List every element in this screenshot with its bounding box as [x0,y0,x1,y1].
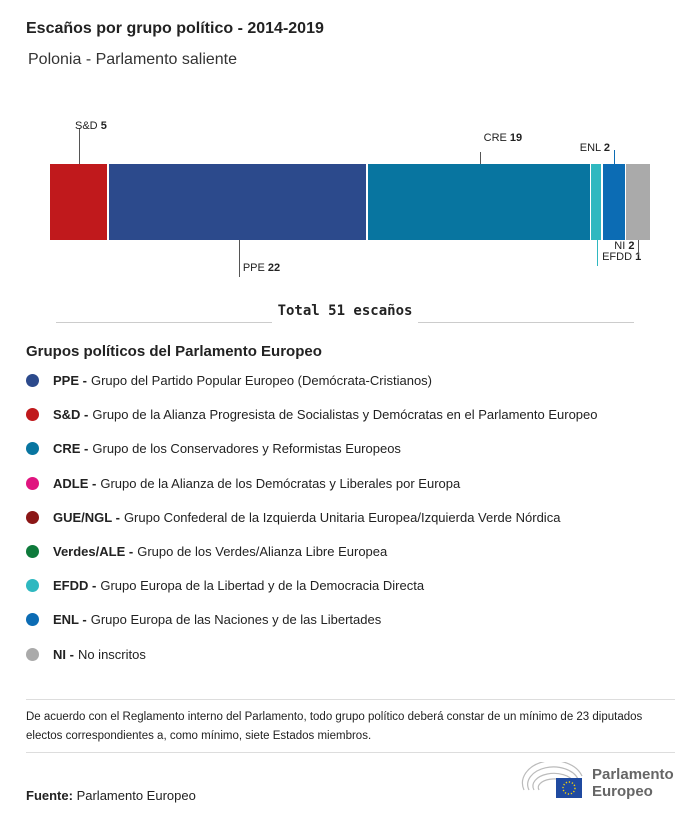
legend-item: ENL - Grupo Europa de las Naciones y de l… [26,612,381,627]
legend-dot-icon [26,408,39,422]
chart-title: Escaños por grupo político - 2014-2019 [26,20,324,37]
bar-segment-cre [367,164,590,240]
data-label: PPE 22 [242,262,281,274]
bar-segment-efdd [591,164,602,240]
divider [56,322,272,323]
legend-dot-icon [26,545,39,558]
legend-abbr: CRE - [53,441,89,457]
legend-dot-icon [26,476,39,490]
data-label: NI 2 [614,240,635,252]
data-label: EFDD 1 [602,251,642,263]
legend-item: PPE - Grupo del Partido Popular Europeo (… [26,373,432,388]
legend-name: Grupo de los Verdes/Alianza Libre Europe… [137,544,388,559]
divider [26,752,675,753]
data-label: S&D 5 [75,120,107,132]
legend-item: GUE/NGL - Grupo Confederal de la Izquierd… [26,510,560,525]
legend-item: EFDD - Grupo Europa de la Libertad y de l… [26,578,424,593]
legend-abbr: S&D - [53,407,89,423]
legend-item: CRE - Grupo de los Conservadores y Reform… [26,441,401,456]
logo-text: Europeo [592,783,653,800]
legend-name: Grupo Europa de las Naciones y de las Li… [90,612,382,628]
bar-segment-ni [626,164,650,240]
legend-dot-icon [26,374,39,387]
legend-abbr: ADLE - [53,475,97,491]
source-value: Parlamento Europeo [76,788,196,803]
legend-item: ADLE - Grupo de la Alianza de los Demócra… [26,476,460,491]
source-label: Fuente: [26,788,73,803]
legend-name: Grupo de la Alianza Progresista de Socia… [92,407,598,423]
chart-subtitle: Polonia - Parlamento saliente [28,51,238,68]
legend-item: S&D - Grupo de la Alianza Progresista de … [26,407,598,422]
bar-segment-ppe [108,164,367,240]
leader-line [638,240,640,255]
legend-item: NI - No inscritos [26,647,146,662]
legend-abbr: GUE/NGL - [53,509,120,525]
legend-name: Grupo del Partido Popular Europeo (Demóc… [90,373,433,388]
legend-dot-icon [26,510,39,524]
source: Fuente: Parlamento Europeo [26,788,196,803]
leader-line [597,240,599,266]
bar-segment-sd [50,164,108,240]
logo-text: Parlamento [592,766,674,783]
leader-line [479,152,481,164]
data-label: CRE 19 [483,132,523,144]
legend-dot-icon [26,579,39,593]
logo: Parlamento Europeo [520,762,680,802]
legend-title: Grupos políticos del Parlamento Europeo [26,343,322,360]
legend-name: Grupo de la Alianza de los Demócratas y … [100,475,461,491]
bar-segment-enl [602,164,625,240]
legend-item: Verdes/ALE - Grupo de los Verdes/Alianza … [26,544,387,559]
legend-dot-icon [26,647,39,661]
legend-abbr: PPE - [53,373,87,388]
footnote: De acuerdo con el Reglamento interno del… [26,711,643,742]
divider [418,322,634,323]
divider [26,699,675,700]
leader-line [238,240,240,277]
legend-abbr: EFDD - [53,578,97,594]
leader-line [613,150,615,164]
legend-dot-icon [26,613,39,627]
legend-dot-icon [26,442,39,456]
legend-name: No inscritos [77,646,146,662]
total-label: Total 51 escaños [277,303,413,319]
data-label: ENL 2 [579,142,610,154]
legend-name: Grupo de los Conservadores y Reformistas… [92,441,401,457]
legend-abbr: Verdes/ALE - [53,544,134,559]
parliament-logo-icon [521,762,583,798]
legend-name: Grupo Confederal de la Izquierda Unitari… [123,509,561,525]
legend-abbr: NI - [53,646,74,662]
leader-line [79,128,80,164]
legend-name: Grupo Europa de la Libertad y de la Demo… [100,578,425,594]
legend-abbr: ENL - [53,612,87,628]
